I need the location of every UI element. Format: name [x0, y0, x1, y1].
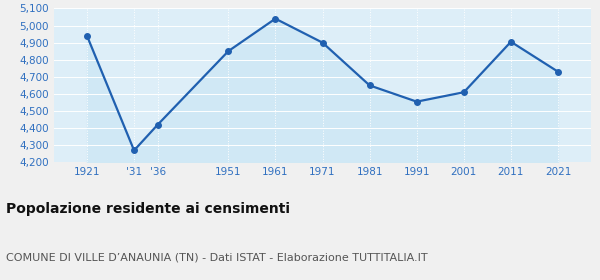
Text: COMUNE DI VILLE D’ANAUNIA (TN) - Dati ISTAT - Elaborazione TUTTITALIA.IT: COMUNE DI VILLE D’ANAUNIA (TN) - Dati IS…	[6, 252, 428, 262]
Text: Popolazione residente ai censimenti: Popolazione residente ai censimenti	[6, 202, 290, 216]
